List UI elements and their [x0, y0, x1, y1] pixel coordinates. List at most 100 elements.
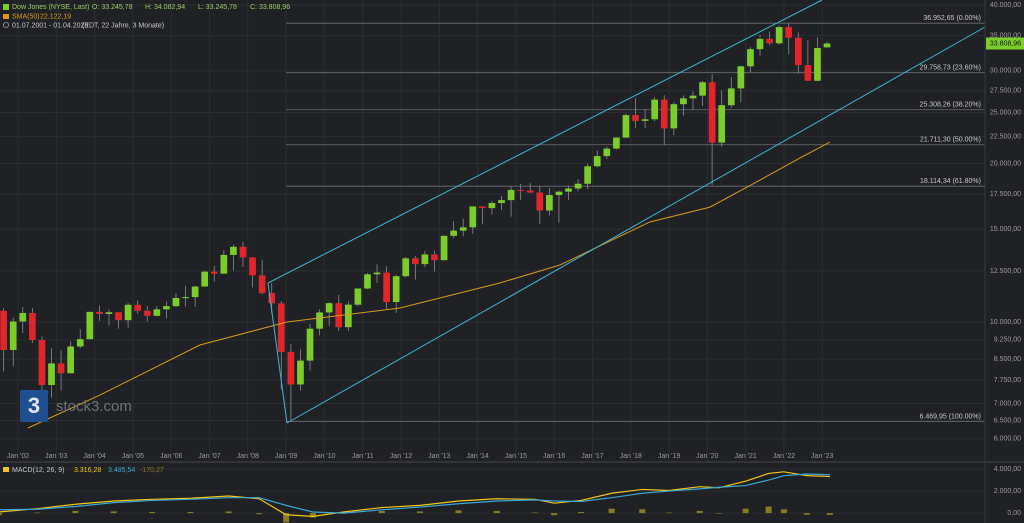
- macd-title: MACD(12, 26, 9): [12, 467, 65, 474]
- candle-body: [153, 309, 161, 316]
- histogram-bar: [765, 506, 772, 514]
- candle-body: [392, 276, 400, 303]
- header-value: O: 33.245,78: [92, 4, 133, 11]
- fib-label: 21.711,30 (50.00%): [920, 137, 981, 144]
- x-tick-label: Jan '20: [696, 453, 718, 460]
- histogram-value: -170,27: [140, 467, 164, 474]
- histogram-bar: [256, 513, 263, 515]
- candle-body: [421, 254, 429, 265]
- candle-body: [239, 246, 247, 258]
- candle-body: [689, 95, 697, 99]
- histogram-bar: [715, 513, 722, 514]
- histogram-bar: [0, 513, 2, 516]
- sma-value: 22.122,19: [40, 13, 71, 20]
- histogram-bar: [493, 510, 500, 514]
- x-tick-label: Jan '15: [505, 453, 527, 460]
- x-tick-label: Jan '16: [543, 453, 565, 460]
- x-tick-label: Jan '05: [122, 453, 144, 460]
- candle-body: [115, 312, 122, 321]
- fib-label: 6.469,95 (100.00%): [920, 413, 982, 420]
- fib-label: 29.758,73 (23.60%): [920, 65, 982, 72]
- macd-icon: [3, 467, 9, 472]
- candle-body: [699, 82, 706, 96]
- candle-body: [191, 286, 199, 298]
- y-tick-label: 10.000,00: [990, 319, 1021, 326]
- histogram-bar: [455, 510, 462, 514]
- candle-body: [96, 311, 103, 314]
- fib-label: 18.114,34 (61.80%): [920, 178, 981, 185]
- y-tick-label: 25.000,00: [990, 109, 1021, 116]
- histogram-bar: [532, 512, 539, 514]
- y-tick-label: 35.000,00: [990, 32, 1021, 39]
- candle-body: [584, 166, 592, 184]
- x-tick-label: Jan '17: [581, 453, 603, 460]
- candle-body: [143, 310, 151, 316]
- candle-body: [747, 49, 754, 67]
- watermark: stock3.com: [56, 398, 132, 415]
- x-tick-label: Jan '18: [620, 453, 642, 460]
- fib-label: 25.308,26 (38.20%): [920, 102, 982, 109]
- candle-body: [0, 310, 7, 350]
- candle-body: [230, 246, 237, 255]
- y-tick-label: 2.000,00: [994, 488, 1021, 495]
- channel-lower: [286, 26, 986, 424]
- histogram-bar: [639, 509, 646, 514]
- y-tick-label: 8.500,00: [994, 356, 1021, 363]
- clock-icon: [3, 21, 9, 28]
- candle-body: [316, 312, 323, 329]
- y-tick-label: 7.750,00: [994, 377, 1021, 384]
- y-tick-label: 0,00: [1007, 510, 1021, 517]
- candle-body: [823, 43, 831, 48]
- candle-body: [517, 189, 524, 191]
- fib-label: 36.952,65 (0.00%): [923, 15, 981, 22]
- candle-body: [622, 115, 630, 138]
- histogram-bar: [826, 513, 833, 515]
- candle-body: [766, 38, 773, 44]
- candle-body: [48, 363, 55, 385]
- candle-body: [680, 98, 687, 105]
- y-tick-label: 20.000,00: [990, 160, 1021, 167]
- candle-body: [613, 137, 620, 149]
- candle-body: [249, 257, 256, 276]
- candle-body: [344, 304, 352, 328]
- candle-body: [364, 274, 371, 289]
- y-tick-label: 40.000,00: [990, 2, 1021, 9]
- candle-body: [67, 346, 75, 374]
- candle-body: [325, 303, 333, 313]
- x-tick-label: Jan '09: [275, 453, 297, 460]
- y-tick-label: 7.000,00: [994, 400, 1021, 407]
- candle-body: [794, 37, 802, 66]
- candle-body: [708, 82, 716, 143]
- candle-body: [727, 88, 735, 106]
- histogram-bar: [551, 513, 558, 516]
- y-tick-label: 6.500,00: [994, 417, 1021, 424]
- channel-link: [267, 282, 288, 424]
- candle-body: [124, 304, 132, 321]
- sma-line: [27, 141, 831, 429]
- y-tick-label: 30.000,00: [990, 68, 1021, 75]
- candle-body: [134, 304, 142, 311]
- macd-value: 3.316,28: [74, 467, 101, 474]
- candle-body: [373, 272, 381, 275]
- y-tick-label: 15.000,00: [990, 226, 1021, 233]
- y-tick-label: 22.500,00: [990, 133, 1021, 140]
- candle-body: [632, 115, 639, 121]
- candle-body: [660, 99, 668, 129]
- candle-body: [479, 206, 486, 209]
- candle-body: [603, 148, 611, 157]
- candle-body: [536, 192, 544, 211]
- candle-body: [469, 206, 477, 228]
- candle-body: [431, 254, 438, 261]
- x-tick-label: Jan '07: [198, 453, 220, 460]
- candle-body: [785, 27, 793, 38]
- candle-body: [29, 312, 36, 340]
- histogram-bar: [72, 510, 79, 514]
- candle-body: [19, 312, 27, 322]
- candle-body: [76, 339, 84, 347]
- header: Dow Jones (NYSE, Last) O: 33.245,78 H: 3…: [3, 4, 290, 474]
- candle-body: [172, 297, 180, 307]
- candle-body: [718, 105, 726, 143]
- candle-body: [459, 227, 467, 231]
- candle-body: [526, 190, 534, 193]
